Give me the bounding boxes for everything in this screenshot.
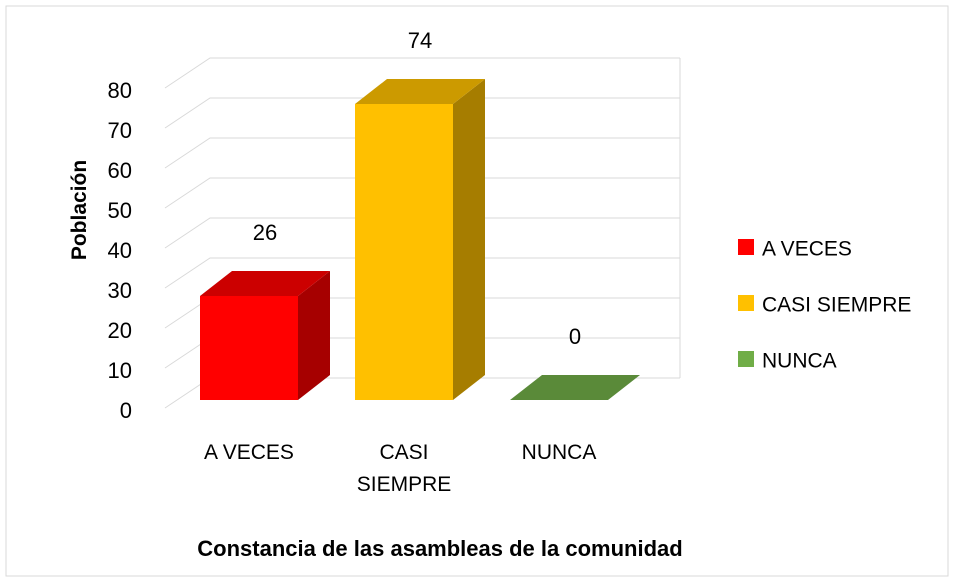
bar (355, 104, 453, 400)
y-tick-label: 50 (108, 198, 132, 223)
x-tick-label: CASI SIEMPRE (356, 441, 452, 496)
legend-swatch (738, 351, 754, 367)
y-tick-label: 40 (108, 238, 132, 263)
grid-line (164, 97, 680, 129)
y-tick-label: 0 (120, 398, 132, 423)
grid-line (164, 137, 680, 169)
x-tick-label: A VECES (204, 441, 294, 464)
bar-top (510, 375, 640, 400)
x-tick-label: NUNCA (521, 441, 597, 464)
y-tick-label: 10 (108, 358, 132, 383)
bar-side (298, 271, 330, 400)
bar-top (200, 271, 330, 296)
bar-side (453, 79, 485, 400)
value-label: 0 (569, 324, 581, 349)
y-tick-label: 30 (108, 278, 132, 303)
legend-label: A VECES (762, 238, 852, 261)
legend-label: NUNCA (762, 350, 837, 373)
x-axis-title: Constancia de las asambleas de la comuni… (197, 536, 682, 561)
legend-swatch (738, 295, 754, 311)
grid-line (164, 177, 680, 209)
y-tick-label: 20 (108, 318, 132, 343)
legend-label: CASI SIEMPRE (762, 294, 911, 317)
y-tick-label: 70 (108, 118, 132, 143)
bar (200, 296, 298, 400)
y-tick-label: 80 (108, 78, 132, 103)
grid-line (164, 217, 680, 249)
grid-line (164, 257, 680, 289)
value-label: 74 (408, 28, 432, 53)
legend-swatch (738, 239, 754, 255)
y-axis-title: Población (68, 160, 91, 260)
value-label: 26 (253, 220, 277, 245)
grid-line (164, 57, 680, 89)
bar-top (355, 79, 485, 104)
y-tick-label: 60 (108, 158, 132, 183)
